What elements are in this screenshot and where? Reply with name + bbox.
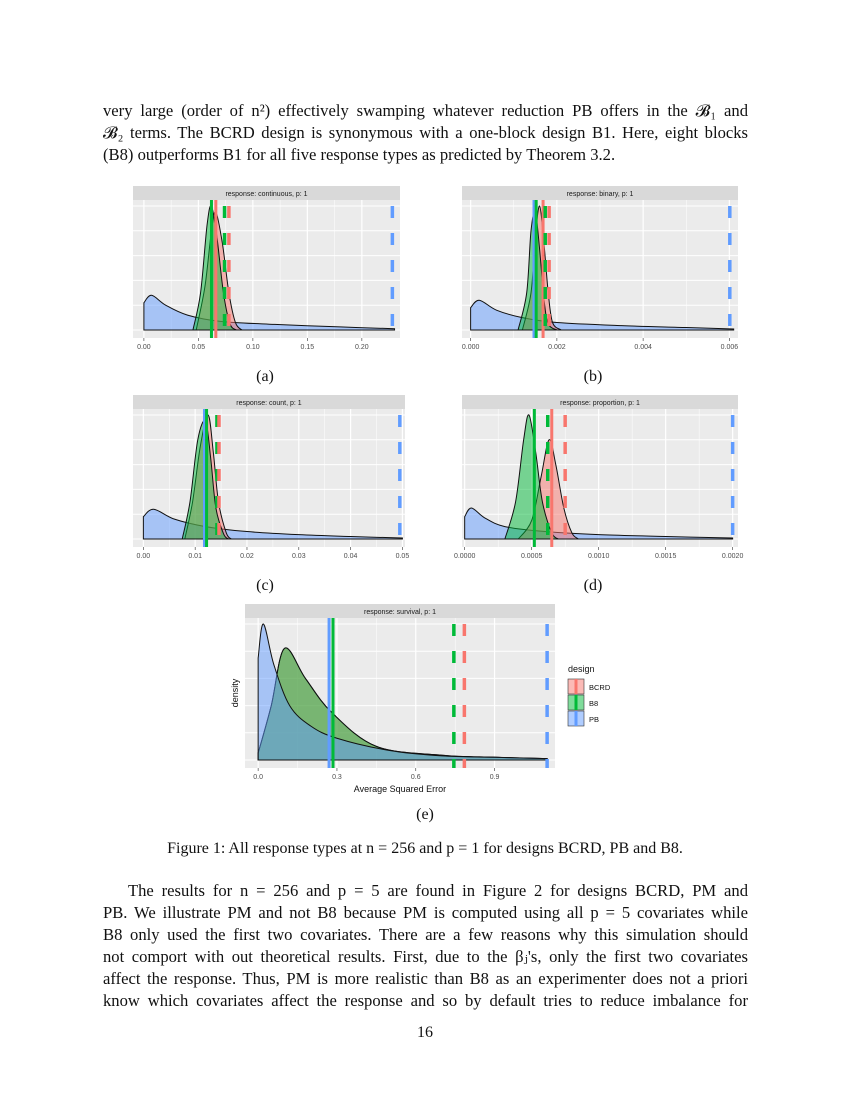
x-tick-label: 0.9 [490, 774, 500, 781]
chart-panel-c: response: count, p: 1 0.00 0.01 0.02 0.03 0.0… [133, 395, 409, 560]
paragraph-line: very large (order of n²) effectively swa… [103, 101, 748, 120]
paragraph-line: B8 only used the first two covariates. T… [103, 925, 748, 944]
facet-strip [245, 604, 555, 618]
plot-background [462, 409, 738, 547]
paragraph-line: know which covariates affect the respons… [103, 991, 748, 1010]
x-tick-label: 0.01 [188, 553, 202, 560]
x-tick-label: 0.03 [292, 553, 306, 560]
density-PB [257, 623, 548, 761]
y-axis-label: density [230, 678, 240, 707]
chart-panel-b: response: binary, p: 1 0.000 0.002 0.004 0.0… [462, 186, 738, 351]
facet-title: response: survival, p: 1 [364, 609, 436, 616]
facet-title: response: count, p: 1 [236, 400, 301, 407]
x-tick-label: 0.02 [240, 553, 254, 560]
figure-caption: Figure 1: All response types at n = 256 … [167, 840, 683, 857]
x-tick-label: 0.15 [301, 344, 315, 351]
x-tick-label: 0.004 [634, 344, 652, 351]
x-tick-label: 0.0000 [454, 553, 476, 560]
x-tick-label: 0.00 [137, 553, 151, 560]
legend-label: B8 [589, 699, 598, 708]
subcaption-e: (e) [416, 806, 434, 823]
x-tick-label: 0.05 [396, 553, 410, 560]
paragraph-line: affect the response. Thus, PM is more re… [103, 969, 748, 988]
x-tick-label: 0.0 [253, 774, 263, 781]
x-tick-label: 0.10 [246, 344, 260, 351]
facet-title: response: continuous, p: 1 [225, 191, 307, 198]
x-tick-label: 0.0010 [588, 553, 610, 560]
x-tick-label: 0.20 [355, 344, 369, 351]
x-axis-label: Average Squared Error [354, 784, 446, 794]
chart-panel-e: response: survival, p: 1 0.0 0.3 0.6 0.9 Aver… [230, 604, 611, 794]
facet-strip [462, 395, 738, 409]
legend-title: design [568, 664, 595, 674]
x-tick-label: 0.6 [411, 774, 421, 781]
x-tick-label: 0.006 [721, 344, 739, 351]
x-tick-label: 0.002 [548, 344, 566, 351]
subcaption-b: (b) [583, 368, 603, 385]
paragraph-line: 𝓑₂ terms. The BCRD design is synonymous … [103, 123, 748, 142]
x-tick-label: 0.00 [137, 344, 151, 351]
x-tick-label: 0.000 [462, 344, 480, 351]
paragraph-line: (B8) outperforms B1 for all five respons… [103, 145, 616, 164]
facet-strip [133, 395, 405, 409]
x-tick-label: 0.0015 [655, 553, 677, 560]
subcaption-a: (a) [256, 368, 274, 385]
x-tick-label: 0.05 [192, 344, 206, 351]
legend-label: BCRD [589, 683, 611, 692]
chart-panel-d: response: proportion, p: 1 0.0000 0.0005 0.… [454, 395, 743, 560]
x-tick-label: 0.3 [332, 774, 342, 781]
x-tick-label: 0.0005 [521, 553, 543, 560]
paragraph-line: PB. We illustrate PM and not B8 because … [103, 903, 748, 922]
subcaption-d: (d) [583, 577, 603, 594]
chart-panel-a: response: continuous, p: 1 0.00 0.05 0.10 0.… [133, 186, 400, 351]
paragraph-line: not comport with out theoretical results… [103, 947, 748, 966]
facet-strip [462, 186, 738, 200]
facet-strip [133, 186, 400, 200]
subcaption-c: (c) [256, 577, 274, 594]
page-number: 16 [417, 1024, 433, 1041]
legend: design BCRD B8 PB [567, 664, 611, 727]
x-tick-label: 0.04 [344, 553, 358, 560]
x-tick-label: 0.0020 [722, 553, 744, 560]
paragraph-line: The results for n = 256 and p = 5 are fo… [128, 881, 748, 900]
legend-label: PB [589, 715, 599, 724]
facet-title: response: proportion, p: 1 [560, 400, 640, 407]
facet-title: response: binary, p: 1 [567, 191, 634, 198]
